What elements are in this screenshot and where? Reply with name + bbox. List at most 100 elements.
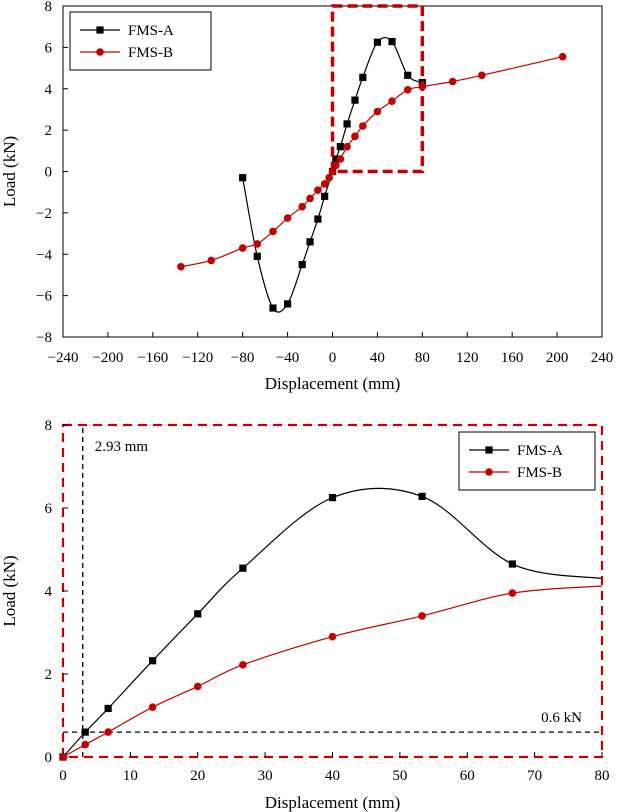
- y-tick-label-c1-0: 0: [45, 750, 53, 766]
- data-point-c0-s0-14: [373, 38, 382, 46]
- x-axis-label-c0: Displacement (mm): [265, 374, 401, 393]
- data-point-c0-s0-11: [343, 120, 351, 128]
- x-tick-label-c0-10: 160: [501, 350, 524, 366]
- data-point-c1-s1-0: [59, 753, 67, 761]
- y-tick-label-c1-4: 8: [45, 418, 53, 434]
- data-point-c1-s0-6: [328, 494, 337, 502]
- data-point-c0-s1-19: [403, 85, 412, 94]
- series-line-c1-fms-a: [62, 487, 603, 758]
- data-point-c0-s0-13: [359, 73, 367, 81]
- x-tick-label-c0-11: 200: [546, 350, 569, 366]
- x-tick-label-c1-6: 60: [460, 768, 475, 784]
- data-point-c0-s0-0: [239, 174, 247, 182]
- x-tick-label-c0-9: 120: [456, 350, 479, 366]
- data-point-c1-s1-1: [81, 740, 90, 749]
- data-point-c0-s1-6: [298, 202, 306, 211]
- y-tick-label-c1-2: 4: [45, 584, 53, 600]
- legend-box-c0: [69, 11, 212, 71]
- data-point-c0-s1-4: [269, 227, 277, 236]
- x-tick-label-c0-8: 80: [415, 350, 430, 366]
- data-point-c1-s1-6: [328, 632, 337, 641]
- legend-marker-c0-1: [96, 48, 104, 56]
- data-point-c0-s1-3: [253, 240, 262, 248]
- y-tick-label-c0-6: 4: [45, 82, 53, 98]
- data-point-c1-s0-7: [418, 492, 426, 500]
- data-point-c0-s1-9: [320, 180, 329, 188]
- x-tick-label-c0-5: −40: [276, 350, 299, 366]
- data-point-c1-s1-5: [239, 661, 247, 669]
- data-point-c1-s1-8: [508, 589, 517, 597]
- y-tick-label-c0-8: 8: [45, 0, 53, 15]
- x-tick-label-c1-7: 70: [527, 768, 542, 784]
- legend-marker-c0-0: [96, 26, 104, 34]
- data-point-c0-s1-2: [238, 244, 247, 252]
- data-point-c0-s0-15: [388, 37, 396, 46]
- x-tick-label-c1-2: 20: [190, 768, 205, 784]
- data-point-c1-s0-2: [104, 704, 112, 713]
- data-point-c0-s1-23: [558, 52, 567, 61]
- data-point-c0-s1-7: [306, 194, 314, 203]
- y-tick-label-c0-4: 0: [45, 165, 53, 181]
- y-tick-label-c0-1: −6: [36, 289, 52, 305]
- legend-label-c1-1: FMS-B: [517, 465, 562, 481]
- x-tick-label-c0-1: −200: [92, 350, 123, 366]
- data-point-c1-s0-3: [149, 657, 157, 665]
- y-tick-label-c0-2: −4: [36, 247, 52, 263]
- y-axis-label-c0: Load (kN): [0, 136, 19, 207]
- x-tick-label-c0-0: −240: [48, 350, 79, 366]
- data-point-c0-s1-0: [177, 262, 185, 271]
- data-point-c0-s1-8: [314, 186, 322, 194]
- series-line-c0-fms-b: [180, 56, 563, 268]
- x-tick-label-c1-8: 80: [595, 768, 610, 784]
- y-tick-label-c1-1: 2: [45, 667, 53, 683]
- data-point-c0-s0-1: [253, 252, 261, 260]
- series-line-c1-fms-b: [62, 585, 603, 758]
- legend-box-c1: [458, 431, 596, 491]
- y-tick-label-c0-5: 2: [45, 123, 53, 139]
- x-tick-label-c0-12: 240: [591, 350, 614, 366]
- data-point-c0-s1-22: [478, 71, 486, 80]
- data-point-c1-s1-4: [193, 682, 202, 691]
- data-point-c0-s1-1: [207, 256, 216, 265]
- data-point-c0-s0-10: [336, 143, 344, 151]
- data-point-c0-s1-14: [343, 142, 351, 151]
- data-point-c0-s0-12: [351, 96, 359, 104]
- data-point-c1-s1-2: [104, 728, 112, 736]
- data-point-c0-s1-17: [373, 107, 382, 116]
- x-tick-label-c1-1: 10: [123, 768, 138, 784]
- y-axis-label-c1: Load (kN): [0, 555, 19, 626]
- annotation-label-vertical: 2.93 mm: [95, 439, 149, 455]
- x-tick-label-c1-4: 40: [325, 768, 340, 784]
- data-point-c1-s0-4: [194, 610, 202, 618]
- x-tick-label-c0-7: 40: [370, 350, 385, 366]
- data-point-c0-s1-21: [448, 77, 457, 86]
- x-tick-label-c0-3: −120: [182, 350, 213, 366]
- data-point-c0-s0-4: [298, 260, 306, 269]
- legend-label-c1-0: FMS-A: [517, 443, 563, 459]
- x-tick-label-c0-6: 0: [329, 350, 337, 366]
- y-tick-label-c0-0: −8: [36, 330, 52, 346]
- highlight-box: [330, 4, 425, 174]
- data-point-c1-s1-7: [418, 612, 426, 620]
- x-tick-label-c1-3: 30: [258, 768, 273, 784]
- data-point-c0-s0-3: [283, 300, 292, 308]
- data-point-c1-s1-3: [148, 703, 157, 711]
- data-point-c1-s0-5: [239, 564, 247, 572]
- data-point-c0-s0-16: [404, 71, 412, 79]
- data-point-c0-s1-5: [283, 214, 292, 222]
- data-point-c0-s0-5: [306, 238, 314, 246]
- data-point-c1-s0-1: [81, 728, 89, 736]
- data-point-c0-s1-15: [351, 132, 359, 141]
- data-point-c0-s0-7: [321, 192, 329, 200]
- data-point-c0-s0-9: [332, 155, 340, 163]
- x-axis-label-c1: Displacement (mm): [265, 793, 401, 812]
- x-tick-label-c1-5: 50: [392, 768, 407, 784]
- x-tick-label-c0-2: −160: [137, 350, 168, 366]
- data-point-c0-s0-6: [314, 215, 322, 223]
- data-point-c0-s1-16: [359, 122, 367, 130]
- data-point-c0-s1-10: [325, 173, 333, 182]
- legend-label-c0-1: FMS-B: [128, 45, 173, 61]
- x-tick-label-c0-4: −80: [231, 350, 254, 366]
- annotation-label-horizontal: 0.6 kN: [541, 710, 582, 726]
